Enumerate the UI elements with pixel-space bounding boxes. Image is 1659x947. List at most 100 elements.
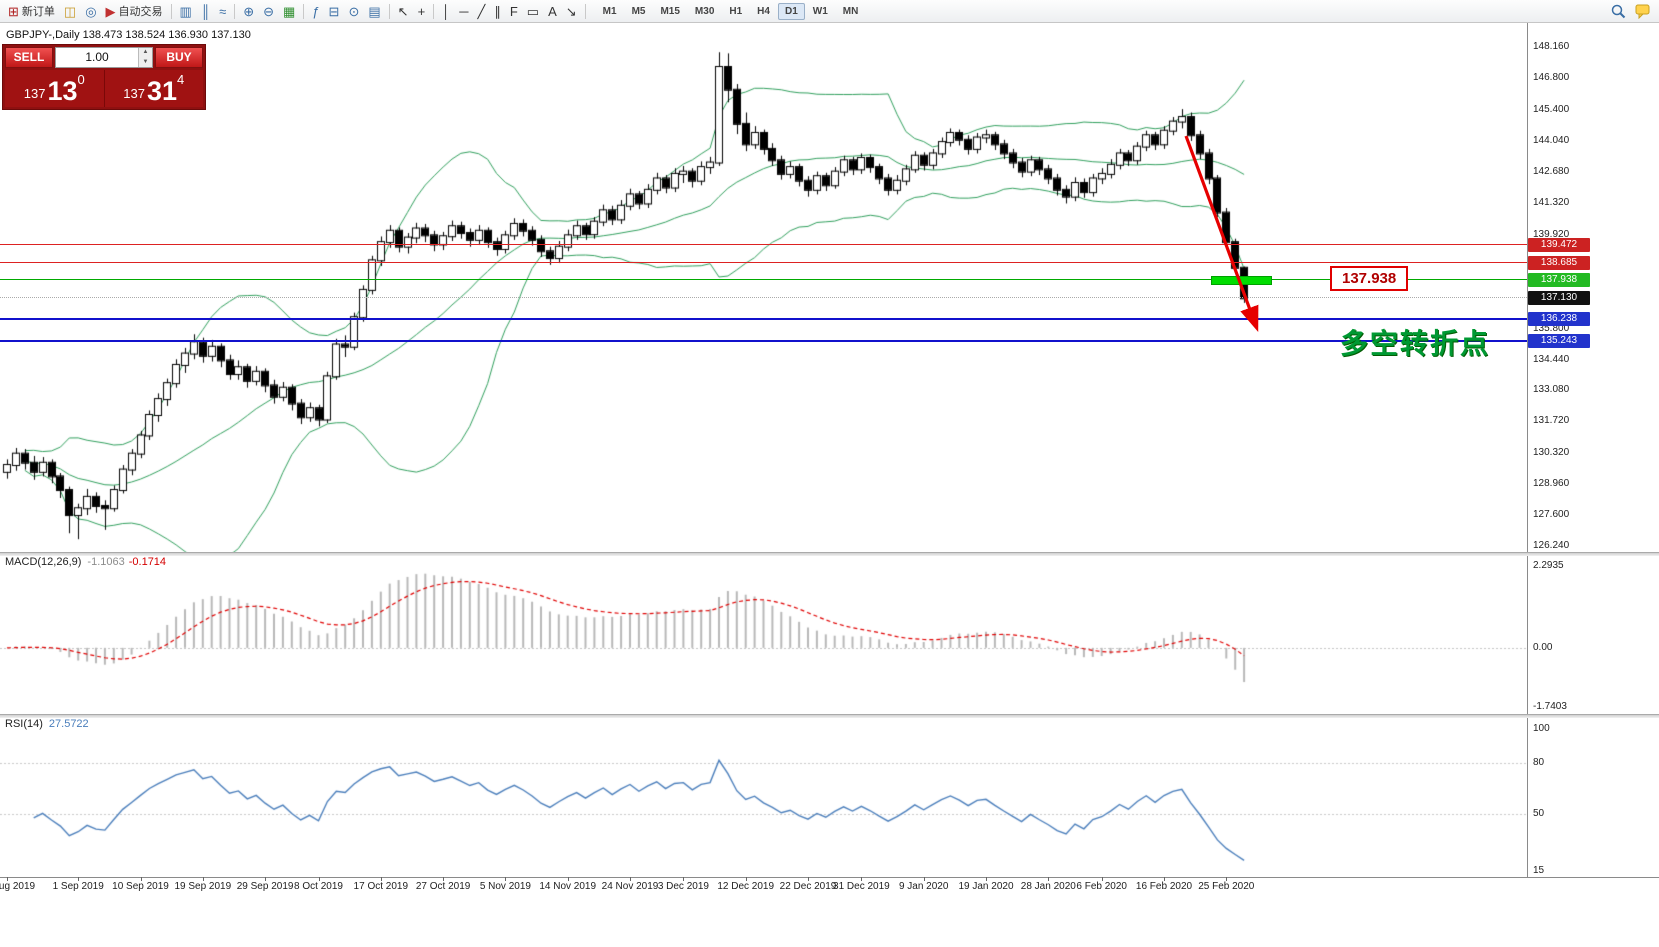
charts-icon[interactable]: ◫ — [60, 2, 80, 21]
date-axis-label: 10 Sep 2019 — [112, 881, 169, 892]
bar-chart-icon-glyph: ▥ — [179, 3, 192, 19]
macd-main-value: -1.1063 — [87, 556, 125, 568]
chart-title: GBPJPY-,Daily 138.473 138.524 136.930 13… — [6, 29, 251, 41]
chat-button[interactable] — [1631, 2, 1655, 21]
buy-button[interactable]: BUY — [155, 47, 203, 68]
macd-axis-label: -1.7403 — [1533, 701, 1567, 712]
price-tag: 137.130 — [1528, 291, 1590, 306]
autotrading-button[interactable]: ▶ 自动交易 — [102, 2, 167, 21]
zoom-in-icon[interactable]: ⊕ — [239, 2, 258, 21]
rsi-name: RSI(14) — [5, 718, 43, 730]
rsi-axis-label: 15 — [1533, 865, 1545, 876]
price-axis-label: 135.800 — [1533, 322, 1570, 334]
profiles-icon[interactable]: ◎ — [81, 2, 100, 21]
trendline-icon[interactable]: ╱ — [474, 2, 490, 21]
fibonacci-icon[interactable]: F — [506, 2, 522, 21]
sell-button[interactable]: SELL — [5, 47, 53, 68]
rsi-canvas[interactable] — [0, 729, 1527, 874]
channel-icon[interactable]: ∥ — [490, 2, 505, 21]
arrows-icon[interactable]: ↘ — [562, 2, 581, 21]
toolbar-separator — [388, 3, 390, 19]
periods-icon[interactable]: ⊙ — [344, 2, 363, 21]
crosshair-icon[interactable]: + — [414, 2, 430, 21]
timeframe-m30[interactable]: M30 — [694, 5, 715, 17]
indicator-list-icon[interactable]: ⊟ — [325, 2, 344, 21]
indicator-list-icon-glyph: ⊟ — [328, 3, 340, 19]
timeframe-w1[interactable]: W1 — [812, 5, 828, 17]
toolbar: ⊞ 新订单 ◫ ◎ ▶ 自动交易 ▥ ║ ≈ ⊕ ⊖ ▦ ƒ ⊟ ⊙ ▤ ↖ + │ ─ ╱ ∥ F ▭ A ↘ M1 M5 M15 M… — [0, 0, 1659, 23]
macd-window-separator[interactable] — [0, 552, 1659, 556]
autotrading-glyph: ▶ — [105, 3, 116, 19]
trendline-icon-glyph: ╱ — [477, 3, 486, 19]
rsi-label: RSI(14) 27.5722 — [5, 718, 89, 730]
sell-price-pips: 13 — [47, 76, 78, 106]
date-axis-label: 8 Oct 2019 — [294, 881, 343, 892]
timeframe-m1[interactable]: M1 — [602, 5, 617, 17]
cursor-icon[interactable]: ↖ — [394, 2, 413, 21]
horizontal-line-icon[interactable]: ─ — [455, 2, 472, 21]
channel-icon-glyph: ∥ — [494, 3, 501, 19]
autotrading-button-label: 自动交易 — [118, 6, 163, 18]
search-icon — [1611, 4, 1626, 18]
horizontal-line-icon-glyph: ─ — [459, 3, 469, 19]
cursor-icon-glyph: ↖ — [397, 3, 409, 19]
vertical-line-icon-glyph: │ — [442, 3, 451, 19]
price-axis-label: 146.800 — [1533, 72, 1570, 84]
tile-windows-icon[interactable]: ▦ — [279, 2, 299, 21]
text-icon[interactable]: A — [544, 2, 561, 21]
price-axis-label: 138.560 — [1533, 259, 1570, 271]
volume-up-icon[interactable]: ▲ — [139, 48, 152, 58]
turning-point-note[interactable]: 多空转折点 — [1340, 328, 1491, 359]
candlestick-chart-icon[interactable]: ║ — [197, 2, 214, 21]
price-axis-label: 127.600 — [1533, 509, 1570, 521]
templates-icon[interactable]: ▤ — [364, 2, 384, 21]
macd-canvas[interactable] — [0, 566, 1527, 710]
timeframe-m15[interactable]: M15 — [660, 5, 680, 17]
price-callout[interactable]: 137.938 — [1330, 266, 1409, 291]
date-axis-label: 19 Sep 2019 — [174, 881, 232, 892]
price-axis-label: 130.320 — [1533, 447, 1570, 459]
macd-signal-value: -0.1714 — [128, 556, 167, 568]
volume-input[interactable]: 1.00 ▲ ▼ — [55, 47, 153, 68]
price-tag: 139.472 — [1528, 238, 1590, 253]
macd-axis-label: 0.00 — [1533, 641, 1553, 653]
timeframe-m5[interactable]: M5 — [631, 5, 646, 17]
rsi-window-separator[interactable] — [0, 714, 1659, 718]
buy-price-pips: 31 — [146, 76, 177, 106]
sell-price[interactable]: 137 13 0 — [5, 70, 104, 107]
line-chart-icon[interactable]: ≈ — [215, 2, 230, 21]
main-chart-canvas[interactable] — [0, 23, 1527, 555]
timeframe-h4[interactable]: H4 — [757, 5, 770, 17]
timeframe-h1[interactable]: H1 — [729, 5, 743, 17]
price-axis-separator[interactable] — [1527, 23, 1528, 878]
date-axis-label: 19 Jan 2020 — [958, 881, 1014, 892]
date-axis-label: 3 Dec 2019 — [657, 881, 709, 892]
price-axis-label: 133.080 — [1533, 384, 1570, 396]
date-axis-label: 24 Nov 2019 — [601, 881, 659, 892]
support-zone-highlight[interactable] — [1211, 275, 1272, 285]
timeframe-mn[interactable]: MN — [842, 5, 859, 17]
buy-price-point: 4 — [177, 72, 185, 87]
vertical-line-icon[interactable]: │ — [438, 2, 454, 21]
fibonacci-icon-glyph: F — [509, 3, 518, 19]
date-axis-label: 14 Nov 2019 — [539, 881, 597, 892]
date-axis-label: 31 Dec 2019 — [833, 881, 890, 892]
timeframe-d1[interactable]: D1 — [777, 2, 805, 20]
toolbar-separator — [584, 3, 586, 19]
volume-down-icon[interactable]: ▼ — [139, 57, 152, 67]
one-click-trading-panel: SELL 1.00 ▲ ▼ BUY 137 13 0 137 31 4 — [2, 44, 206, 110]
shapes-icon[interactable]: ▭ — [523, 2, 543, 21]
bar-chart-icon[interactable]: ▥ — [176, 2, 196, 21]
rsi-axis-label: 100 — [1533, 723, 1550, 734]
buy-price[interactable]: 137 31 4 — [105, 70, 204, 107]
price-axis-label: 141.320 — [1533, 197, 1570, 209]
time-axis-line — [0, 877, 1659, 878]
zoom-out-icon[interactable]: ⊖ — [259, 2, 278, 21]
date-axis-label: 22 Aug 2019 — [0, 881, 36, 892]
price-axis-label: 142.680 — [1533, 166, 1570, 178]
indicators-icon[interactable]: ƒ — [308, 2, 323, 21]
new-order-button[interactable]: ⊞ 新订单 — [4, 2, 59, 21]
search-button[interactable] — [1607, 2, 1630, 21]
date-axis-label: 1 Sep 2019 — [52, 881, 104, 892]
zoom-in-icon-glyph: ⊕ — [243, 3, 255, 19]
